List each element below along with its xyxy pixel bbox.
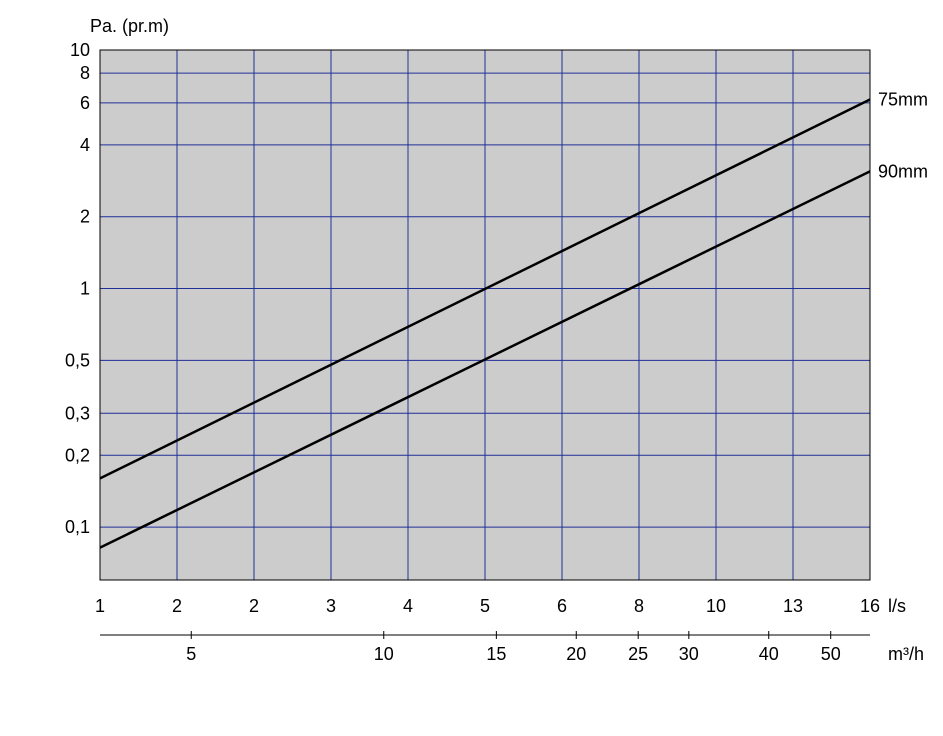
secondary-x-tick-label: 25: [628, 644, 648, 664]
x-tick-label: 5: [480, 596, 490, 616]
secondary-x-axis-unit: m³/h: [888, 644, 924, 664]
y-tick-label: 2: [80, 207, 90, 227]
x-tick-label: 2: [172, 596, 182, 616]
secondary-x-tick-label: 50: [821, 644, 841, 664]
y-tick-label: 0,3: [65, 403, 90, 423]
x-tick-label: 13: [783, 596, 803, 616]
x-tick-label: 4: [403, 596, 413, 616]
x-axis-unit: l/s: [888, 596, 906, 616]
y-axis-title: Pa. (pr.m): [90, 16, 169, 36]
secondary-x-tick-label: 10: [374, 644, 394, 664]
secondary-x-tick-label: 30: [679, 644, 699, 664]
y-tick-label: 0,1: [65, 517, 90, 537]
x-tick-label: 10: [706, 596, 726, 616]
x-tick-label: 16: [860, 596, 880, 616]
chart-svg: 75mm90mmPa. (pr.m)0,10,20,30,51246810122…: [0, 0, 943, 736]
y-tick-label: 6: [80, 93, 90, 113]
x-tick-label: 2: [249, 596, 259, 616]
x-tick-label: 3: [326, 596, 336, 616]
y-tick-label: 10: [70, 40, 90, 60]
series-label-90mm: 90mm: [878, 161, 928, 181]
secondary-x-tick-label: 15: [486, 644, 506, 664]
secondary-x-tick-label: 40: [759, 644, 779, 664]
pressure-drop-chart: 75mm90mmPa. (pr.m)0,10,20,30,51246810122…: [0, 0, 943, 736]
secondary-x-tick-label: 5: [186, 644, 196, 664]
y-tick-label: 8: [80, 63, 90, 83]
x-tick-label: 6: [557, 596, 567, 616]
y-tick-label: 0,2: [65, 445, 90, 465]
y-tick-label: 1: [80, 279, 90, 299]
y-tick-label: 4: [80, 135, 90, 155]
x-tick-label: 8: [634, 596, 644, 616]
series-label-75mm: 75mm: [878, 90, 928, 110]
x-tick-label: 1: [95, 596, 105, 616]
y-tick-label: 0,5: [65, 350, 90, 370]
secondary-x-tick-label: 20: [566, 644, 586, 664]
